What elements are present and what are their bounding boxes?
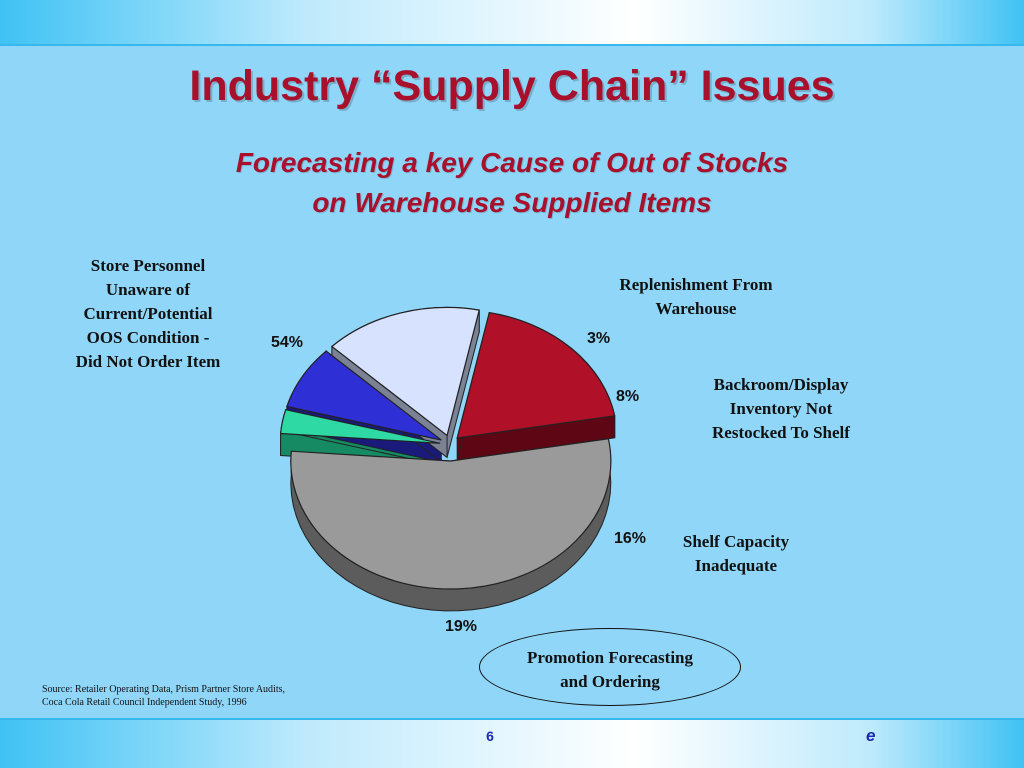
source-line-2: Coca Cola Retail Council Independent Stu… xyxy=(42,697,247,708)
label-replenishment: Replenishment From Warehouse xyxy=(596,273,796,321)
slice-promotion-forecasting xyxy=(456,311,616,439)
data-label-3: 3% xyxy=(587,330,611,347)
subtitle-line-2: on Warehouse Supplied Items xyxy=(312,187,712,218)
data-label-54: 54% xyxy=(271,334,304,351)
source-note: Source: Retailer Operating Data, Prism P… xyxy=(42,683,285,709)
data-label-8: 8% xyxy=(616,388,640,405)
highlight-ellipse xyxy=(479,628,741,706)
label-line: and Ordering xyxy=(560,672,660,691)
bottom-divider xyxy=(0,718,1024,720)
label-line: Restocked To Shelf xyxy=(712,423,850,442)
data-label-16: 16% xyxy=(614,530,647,547)
label-line: Inadequate xyxy=(694,556,778,575)
label-line: OOS Condition - xyxy=(86,328,210,347)
slide-title: Industry “Supply Chain” Issues xyxy=(189,62,835,110)
slice-backroom xyxy=(286,350,442,441)
label-shelf-capacity: Shelf Capacity Inadequate xyxy=(652,530,820,578)
label-line: Replenishment From xyxy=(619,275,773,294)
bottom-band xyxy=(0,720,1024,768)
label-backroom: Backroom/Display Inventory Not Restocked… xyxy=(684,373,878,445)
slice-replenishment xyxy=(279,408,441,444)
label-promotion-forecasting: Promotion Forecasting and Ordering xyxy=(496,646,724,694)
source-line-1: Source: Retailer Operating Data, Prism P… xyxy=(42,684,286,695)
slide-subtitle: Forecasting a key Cause of Out of Stocks… xyxy=(0,143,1024,223)
label-line: Current/Potential xyxy=(83,304,213,323)
page-number: 6 xyxy=(486,728,494,744)
subtitle-line-1: Forecasting a key Cause of Out of Stocks xyxy=(235,147,789,178)
top-divider xyxy=(0,44,1024,46)
label-store-personnel: Store Personnel Unaware of Current/Poten… xyxy=(50,254,246,374)
label-line: Inventory Not xyxy=(729,399,833,418)
slice-store-personnel xyxy=(290,438,612,590)
label-line: Promotion Forecasting xyxy=(526,648,694,667)
label-line: Did Not Order Item xyxy=(75,352,221,371)
label-line: Backroom/Display xyxy=(713,375,849,394)
label-line: Warehouse xyxy=(655,299,737,318)
label-line: Unaware of xyxy=(105,280,191,299)
slice-shelf-capacity xyxy=(330,306,480,437)
label-line: Shelf Capacity xyxy=(682,532,790,551)
logo-mark: e xyxy=(866,726,876,745)
pie-tops xyxy=(279,306,616,590)
data-label-19: 19% xyxy=(445,618,478,635)
top-band xyxy=(0,0,1024,44)
label-line: Store Personnel xyxy=(90,256,206,275)
